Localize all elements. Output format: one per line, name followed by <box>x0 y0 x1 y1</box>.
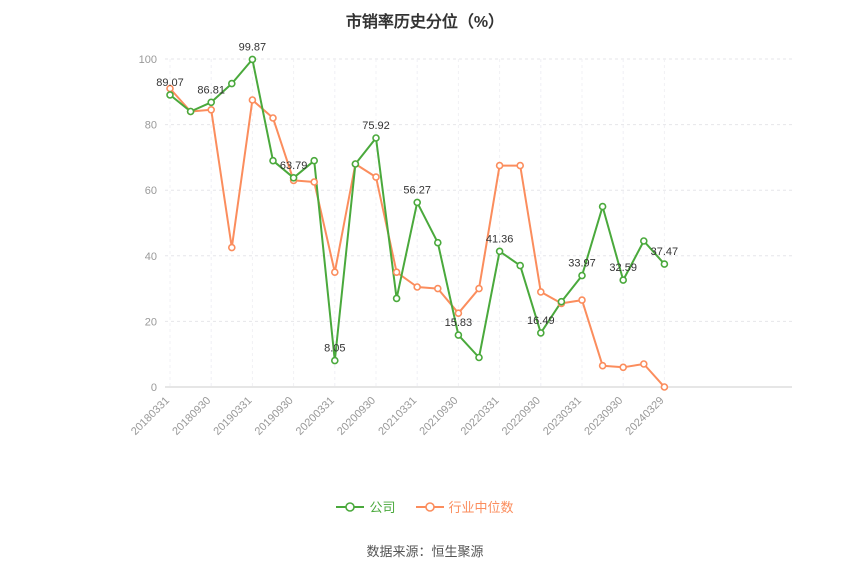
y-axis-tick-label: 80 <box>145 120 157 132</box>
data-point-marker <box>454 309 463 318</box>
data-point-marker <box>351 160 360 168</box>
chart-title: 市销率历史分位（%） <box>345 14 505 31</box>
data-point-marker <box>598 202 607 211</box>
data-point-marker <box>330 268 339 277</box>
y-axis-tick-label: 60 <box>145 185 157 197</box>
data-point-marker <box>578 296 586 304</box>
chart-legend: 公司 行业中位数 <box>0 497 850 516</box>
data-point-label: 32.59 <box>609 262 637 274</box>
data-point-marker <box>372 173 380 181</box>
legend-marker-industry-median <box>415 501 444 512</box>
data-point-label: 37.47 <box>651 246 679 258</box>
data-point-marker <box>392 294 401 303</box>
data-point-label: 75.92 <box>362 120 390 132</box>
x-axis-tick-label: 20180331 <box>129 395 172 438</box>
x-axis-tick-label: 20190930 <box>253 395 296 438</box>
data-point-marker <box>639 360 648 368</box>
data-point-marker <box>248 55 257 64</box>
data-point-marker <box>433 284 442 293</box>
data-point-label: 41.36 <box>486 233 514 245</box>
legend-item-company[interactable]: 公司 <box>336 497 396 516</box>
y-axis-tick-label: 40 <box>145 251 157 263</box>
data-point-label: 15.83 <box>445 317 473 329</box>
x-axis-tick-label: 20180930 <box>170 395 213 438</box>
data-point-marker <box>578 271 586 280</box>
data-point-marker <box>207 98 215 107</box>
data-point-marker <box>516 161 525 170</box>
data-point-label: 8.05 <box>324 343 345 355</box>
x-axis-tick-label: 20200331 <box>294 395 337 438</box>
data-point-marker <box>186 107 195 116</box>
data-point-marker <box>248 96 257 104</box>
data-point-marker <box>516 261 525 270</box>
data-point-marker <box>310 156 319 165</box>
data-point-marker <box>433 238 442 247</box>
x-axis-tick-label: 20220930 <box>500 395 543 438</box>
data-point-marker <box>619 276 628 284</box>
x-axis-tick-label: 20210930 <box>417 395 460 438</box>
data-point-marker <box>454 331 463 339</box>
data-point-marker <box>228 243 236 252</box>
data-point-marker <box>166 91 174 99</box>
data-point-marker <box>495 161 504 170</box>
data-point-label: 99.87 <box>239 41 267 53</box>
data-point-marker <box>660 383 669 391</box>
data-point-marker <box>310 178 319 186</box>
x-axis-tick-label: 20230930 <box>582 395 625 438</box>
data-point-label: 16.49 <box>527 315 555 327</box>
x-axis-tick-label: 20230331 <box>541 395 584 438</box>
data-point-marker <box>269 156 277 165</box>
legend-label: 行业中位数 <box>448 500 514 515</box>
data-point-label: 33.97 <box>568 258 596 270</box>
data-point-marker <box>269 114 277 122</box>
legend-marker-company <box>336 501 365 512</box>
y-axis-tick-label: 0 <box>151 382 157 394</box>
data-point-label: 56.27 <box>403 184 431 196</box>
data-point-marker <box>536 329 545 337</box>
x-axis-tick-label: 20200930 <box>335 395 378 438</box>
data-point-label: 63.79 <box>280 160 308 172</box>
data-point-marker <box>557 297 566 306</box>
y-axis-tick-label: 20 <box>145 316 157 328</box>
data-point-label: 89.07 <box>156 77 184 89</box>
data-point-marker <box>495 247 504 256</box>
data-point-marker <box>289 174 298 182</box>
data-point-marker <box>413 198 422 207</box>
legend-label: 公司 <box>369 500 396 515</box>
data-point-marker <box>475 353 483 362</box>
data-source-note: 数据来源：恒生聚源 <box>366 544 484 559</box>
data-point-marker <box>207 106 215 114</box>
data-point-marker <box>475 284 483 293</box>
x-axis-tick-label: 20210331 <box>376 395 419 438</box>
y-axis-tick-label: 100 <box>139 54 157 66</box>
data-point-marker <box>372 134 380 142</box>
data-point-marker <box>392 268 401 277</box>
data-point-marker <box>598 361 607 370</box>
data-point-marker <box>330 356 339 365</box>
x-axis-tick-label: 20190331 <box>211 395 254 438</box>
data-point-marker <box>639 237 648 245</box>
data-point-marker <box>536 288 545 296</box>
data-point-marker <box>228 79 236 88</box>
data-point-marker <box>660 260 669 268</box>
data-point-label: 86.81 <box>197 84 225 96</box>
legend-item-industry-median[interactable]: 行业中位数 <box>415 497 514 516</box>
data-point-marker <box>413 283 422 291</box>
x-axis-tick-label: 20240329 <box>623 395 666 438</box>
x-axis-tick-label: 20220331 <box>459 395 502 438</box>
data-point-marker <box>619 363 628 372</box>
